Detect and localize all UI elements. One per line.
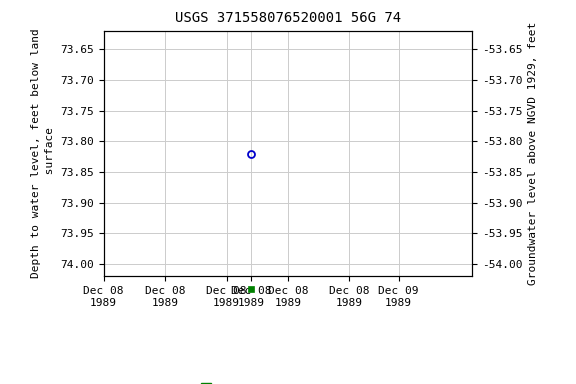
Legend: Period of approved data: Period of approved data [191, 380, 385, 384]
Y-axis label: Depth to water level, feet below land
 surface: Depth to water level, feet below land su… [31, 29, 55, 278]
Title: USGS 371558076520001 56G 74: USGS 371558076520001 56G 74 [175, 12, 401, 25]
Y-axis label: Groundwater level above NGVD 1929, feet: Groundwater level above NGVD 1929, feet [528, 22, 538, 285]
